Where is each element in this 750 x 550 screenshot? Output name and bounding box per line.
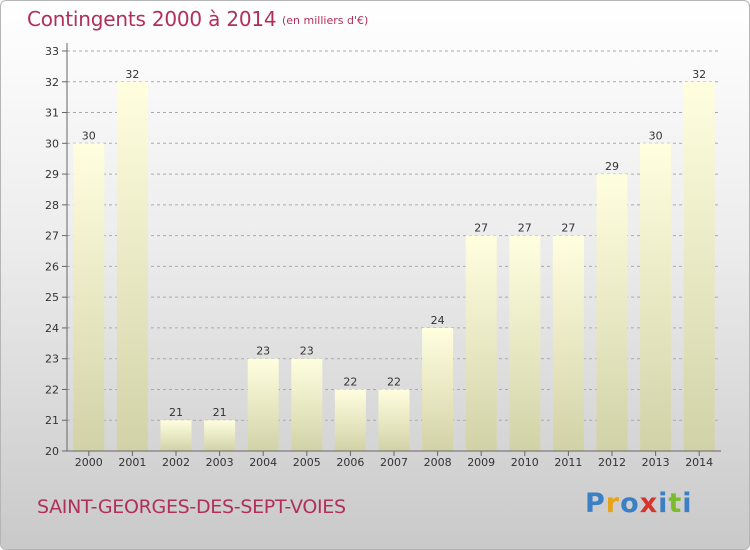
x-tick-label: 2006 — [336, 456, 364, 469]
bar — [160, 420, 192, 451]
bar-value-label: 27 — [518, 222, 532, 235]
x-tick-label: 2003 — [206, 456, 234, 469]
x-tick-label: 2013 — [642, 456, 670, 469]
bars — [73, 81, 715, 452]
y-tick-label: 32 — [45, 76, 59, 89]
x-tick-label: 2012 — [598, 456, 626, 469]
x-tick-label: 2008 — [424, 456, 452, 469]
bar — [378, 389, 410, 451]
y-tick-label: 27 — [45, 230, 59, 243]
chart-subtitle: (en milliers d'€) — [282, 14, 369, 27]
bar — [509, 235, 541, 451]
x-tick-label: 2001 — [118, 456, 146, 469]
y-tick-label: 33 — [45, 45, 59, 58]
bar-value-label: 30 — [82, 129, 96, 142]
y-tick-label: 24 — [45, 322, 59, 335]
y-tick-label: 25 — [45, 291, 59, 304]
bar — [465, 235, 497, 451]
bar — [683, 81, 715, 452]
bar — [116, 81, 148, 452]
bar-value-label: 24 — [431, 314, 445, 327]
y-tick-label: 21 — [45, 414, 59, 427]
bar-value-label: 23 — [256, 345, 270, 358]
x-tick-label: 2007 — [380, 456, 408, 469]
x-tick-label: 2000 — [75, 456, 103, 469]
y-tick-label: 20 — [45, 445, 59, 458]
bar — [73, 143, 105, 452]
bar-value-label: 23 — [300, 345, 314, 358]
bar-value-label: 29 — [605, 160, 619, 173]
y-tick-label: 26 — [45, 260, 59, 273]
x-tick-label: 2004 — [249, 456, 277, 469]
y-tick-label: 29 — [45, 168, 59, 181]
logo-letter: P — [585, 488, 606, 519]
proxiti-logo: Proxiti — [585, 488, 693, 519]
x-tick-label: 2010 — [511, 456, 539, 469]
logo-letter: x — [639, 488, 659, 519]
bar — [247, 358, 279, 451]
logo-letter: i — [658, 488, 669, 519]
bar — [334, 389, 366, 451]
bar-value-label: 32 — [692, 68, 706, 81]
x-tick-label: 2011 — [554, 456, 582, 469]
bar — [596, 174, 628, 452]
y-tick-label: 28 — [45, 199, 59, 212]
x-tick-label: 2009 — [467, 456, 495, 469]
logo-letter: r — [605, 488, 621, 519]
bar — [422, 327, 454, 451]
x-tick-label: 2005 — [293, 456, 321, 469]
bar-value-label: 22 — [343, 375, 357, 388]
logo-letter: o — [620, 488, 640, 519]
bar — [640, 143, 672, 452]
x-tick-label: 2014 — [685, 456, 713, 469]
labels: 20 21 22 23 24 25 26 27 28 29 30 31 32 33 30 2000 32 2001… — [45, 45, 713, 469]
bar — [291, 358, 323, 451]
bar-value-label: 32 — [125, 68, 139, 81]
y-tick-label: 22 — [45, 383, 59, 396]
bar-value-label: 27 — [474, 222, 488, 235]
y-tick-label: 23 — [45, 353, 59, 366]
x-tick-label: 2002 — [162, 456, 190, 469]
y-tick-label: 30 — [45, 137, 59, 150]
bar — [552, 235, 584, 451]
bar-value-label: 21 — [169, 406, 183, 419]
bar-value-label: 27 — [561, 222, 575, 235]
bar-value-label: 30 — [649, 129, 663, 142]
bar-value-label: 21 — [213, 406, 227, 419]
axes — [62, 43, 721, 456]
chart-title: Contingents 2000 à 2014 — [27, 7, 277, 31]
bar-value-label: 22 — [387, 375, 401, 388]
commune-name: SAINT-GEORGES-DES-SEPT-VOIES — [37, 496, 346, 518]
bar — [204, 420, 236, 451]
logo-letter: i — [682, 488, 693, 519]
logo-letter: t — [668, 488, 683, 519]
y-tick-label: 31 — [45, 107, 59, 120]
